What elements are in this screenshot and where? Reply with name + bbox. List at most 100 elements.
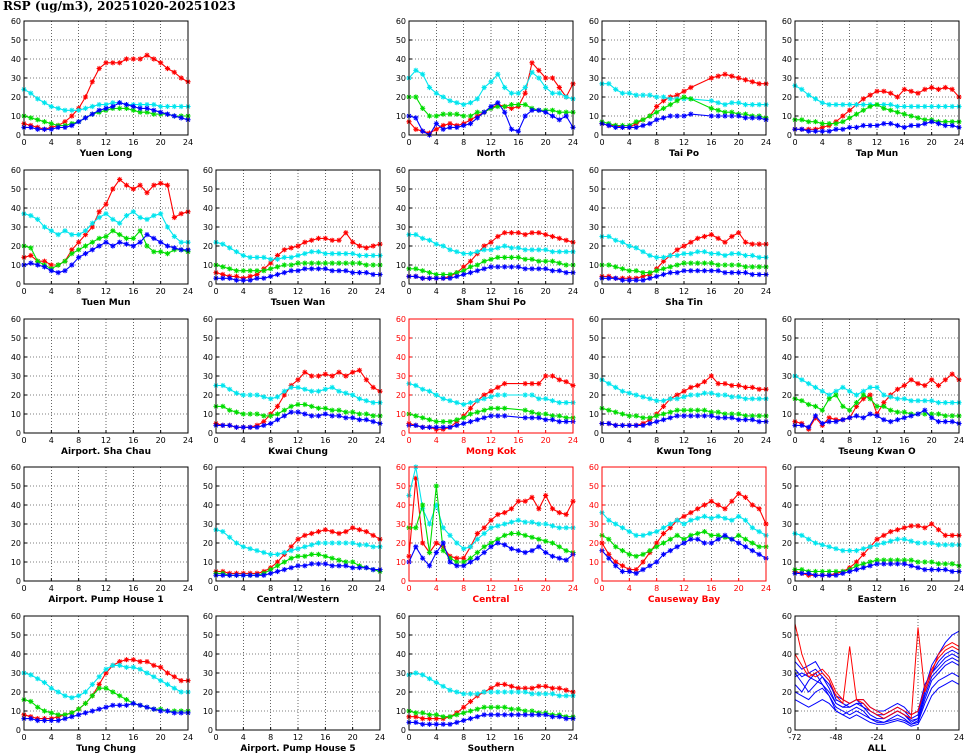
data-point	[847, 124, 853, 130]
data-point	[942, 377, 948, 383]
data-point	[164, 103, 171, 110]
data-point	[495, 689, 501, 695]
data-point	[915, 90, 921, 96]
data-point	[819, 407, 825, 413]
data-point	[117, 659, 123, 665]
data-point	[695, 235, 701, 241]
data-point	[874, 403, 880, 409]
data-point	[495, 540, 501, 546]
data-point	[461, 563, 467, 569]
data-point	[529, 708, 535, 714]
data-point	[660, 403, 667, 409]
data-point	[288, 409, 294, 415]
data-point	[701, 502, 708, 508]
panel-frame	[23, 169, 189, 285]
data-point	[454, 400, 460, 406]
data-point	[922, 411, 928, 417]
data-point	[701, 268, 708, 274]
data-point	[315, 260, 322, 266]
data-point	[350, 525, 356, 531]
data-point	[322, 266, 328, 272]
data-point	[556, 693, 562, 699]
x-tick-label: 20	[348, 436, 358, 445]
y-tick-label: 50	[11, 631, 21, 640]
data-point	[640, 122, 646, 129]
data-point	[549, 373, 556, 379]
x-tick-label: 16	[128, 733, 138, 742]
data-point	[867, 122, 873, 129]
data-point	[915, 559, 921, 565]
data-point	[461, 113, 467, 119]
data-point	[819, 568, 825, 575]
data-point	[261, 268, 267, 274]
data-point	[82, 243, 89, 249]
x-tick-label: 12	[101, 733, 111, 742]
y-tick-label: 20	[396, 93, 406, 102]
data-point	[461, 264, 467, 270]
data-point	[549, 113, 556, 119]
data-point	[799, 377, 805, 383]
data-point	[474, 555, 480, 561]
data-point	[315, 405, 322, 411]
data-point	[915, 115, 921, 121]
x-tick-label: 0	[213, 584, 218, 593]
data-point	[447, 532, 453, 538]
data-point	[749, 271, 755, 278]
data-point	[295, 546, 301, 552]
data-point	[440, 94, 446, 100]
data-point	[695, 268, 701, 274]
data-point	[151, 102, 157, 108]
data-point	[536, 266, 542, 272]
data-point	[69, 262, 75, 268]
data-point	[715, 532, 721, 538]
data-point	[840, 119, 846, 125]
data-point	[935, 411, 942, 417]
data-point	[563, 109, 569, 115]
data-point	[227, 275, 233, 281]
data-point	[654, 103, 660, 110]
data-point	[613, 237, 619, 243]
data-point	[343, 540, 349, 546]
x-tick-label: 0	[406, 287, 411, 296]
data-point	[688, 536, 694, 542]
data-point	[619, 90, 626, 96]
data-point	[426, 712, 433, 718]
data-point	[467, 121, 474, 127]
data-point	[461, 555, 467, 561]
data-point	[736, 540, 742, 546]
data-point	[715, 381, 721, 387]
panel-frame	[601, 466, 767, 582]
data-point	[536, 712, 542, 718]
data-point	[178, 710, 184, 716]
data-point	[356, 417, 363, 423]
data-point	[488, 704, 494, 710]
data-point	[488, 540, 494, 546]
data-point	[749, 241, 755, 247]
x-tick-label: 16	[128, 436, 138, 445]
data-point	[117, 220, 123, 226]
data-point	[756, 102, 762, 108]
y-tick-label: 20	[203, 242, 213, 251]
data-point	[467, 100, 474, 106]
data-point	[515, 548, 521, 554]
data-point	[556, 117, 562, 123]
data-point	[336, 237, 342, 243]
data-point	[619, 277, 626, 283]
data-point	[894, 103, 901, 110]
data-point	[929, 415, 935, 421]
data-point	[722, 109, 728, 115]
data-point	[853, 413, 860, 419]
y-tick-label: 20	[782, 391, 792, 400]
data-point	[949, 400, 955, 406]
data-point	[103, 666, 109, 672]
panel-frame	[601, 169, 767, 285]
x-tick-label: 4	[241, 584, 246, 593]
data-point	[433, 549, 439, 556]
data-point	[674, 396, 680, 402]
data-point	[151, 249, 157, 255]
data-point	[695, 536, 701, 542]
data-point	[522, 84, 528, 91]
data-point	[867, 103, 873, 110]
series-line-red	[794, 523, 959, 576]
